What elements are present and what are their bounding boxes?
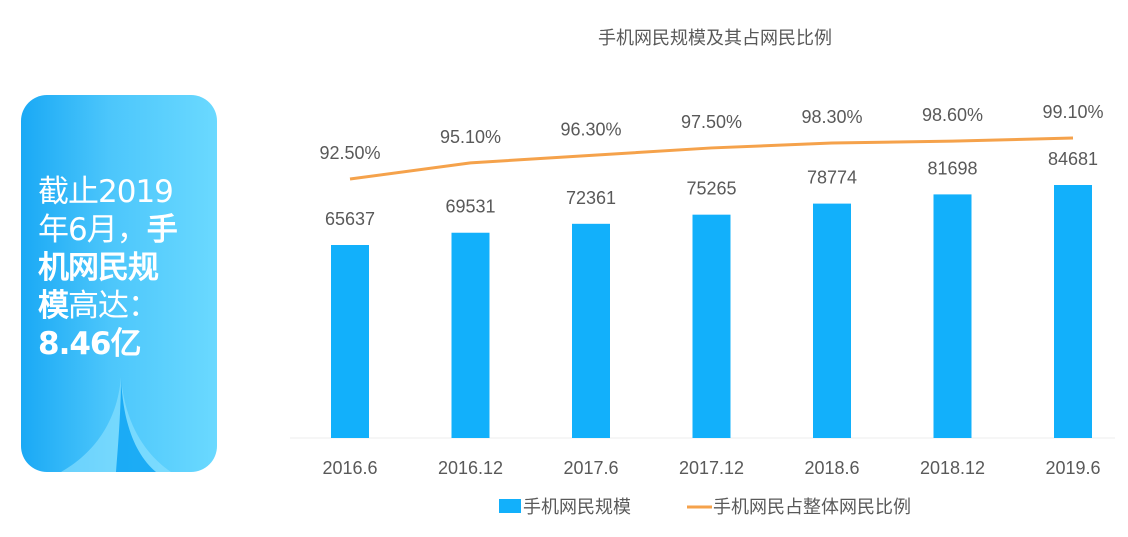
legend-label-bar: 手机网民规模 (523, 497, 631, 517)
summary-highlight: 手 (146, 212, 178, 248)
bar-label: 81698 (927, 158, 977, 178)
chart-title: 手机网民规模及其占网民比例 (598, 28, 832, 49)
line-label: 98.30% (801, 107, 862, 127)
x-tick-label: 2016.12 (438, 458, 503, 478)
bar-label: 69531 (445, 197, 495, 217)
line-label: 99.10% (1042, 102, 1103, 122)
summary-line: 高达： (68, 288, 159, 324)
bar-label: 75265 (686, 179, 736, 199)
summary-line: 截止2019 (38, 174, 174, 210)
line-label: 95.10% (440, 127, 501, 147)
summary-highlight: 8.46亿 (38, 326, 141, 362)
bar (572, 223, 610, 438)
bar (933, 194, 972, 438)
x-tick-label: 2017.6 (563, 458, 618, 478)
legend: 手机网民规模 手机网民占整体网民比例 (499, 497, 911, 517)
bar (813, 203, 851, 438)
bar-label: 84681 (1048, 149, 1098, 169)
bar-label: 78774 (807, 168, 857, 188)
summary-line: 年6月， (38, 212, 148, 248)
bar (692, 214, 731, 438)
x-tick-label: 2016.6 (322, 458, 377, 478)
card-decoration (61, 377, 171, 472)
line-label: 98.60% (922, 105, 983, 125)
bar-label: 65637 (325, 209, 375, 229)
bar (331, 245, 369, 438)
summary-highlight: 模 (38, 288, 69, 324)
line-label: 96.30% (560, 119, 621, 139)
summary-card: 截止2019 年6月，手 机网民规 模高达： 8.46亿 (21, 95, 217, 472)
summary-highlight: 机网民规 (38, 250, 159, 286)
bar (1054, 185, 1092, 438)
x-tick-label: 2017.12 (679, 458, 744, 478)
line-label: 97.50% (681, 112, 742, 132)
summary-text: 截止2019 年6月，手 机网民规 模高达： 8.46亿 (38, 173, 217, 363)
x-tick-label: 2019.6 (1045, 458, 1100, 478)
line-label: 92.50% (319, 143, 380, 163)
bar (451, 232, 490, 438)
x-tick-label: 2018.12 (920, 458, 985, 478)
legend-label-line: 手机网民占整体网民比例 (713, 497, 911, 517)
bar-label: 72361 (566, 188, 616, 208)
line-series (349, 136, 1074, 181)
legend-swatch-bar (499, 499, 521, 513)
x-tick-label: 2018.6 (804, 458, 859, 478)
